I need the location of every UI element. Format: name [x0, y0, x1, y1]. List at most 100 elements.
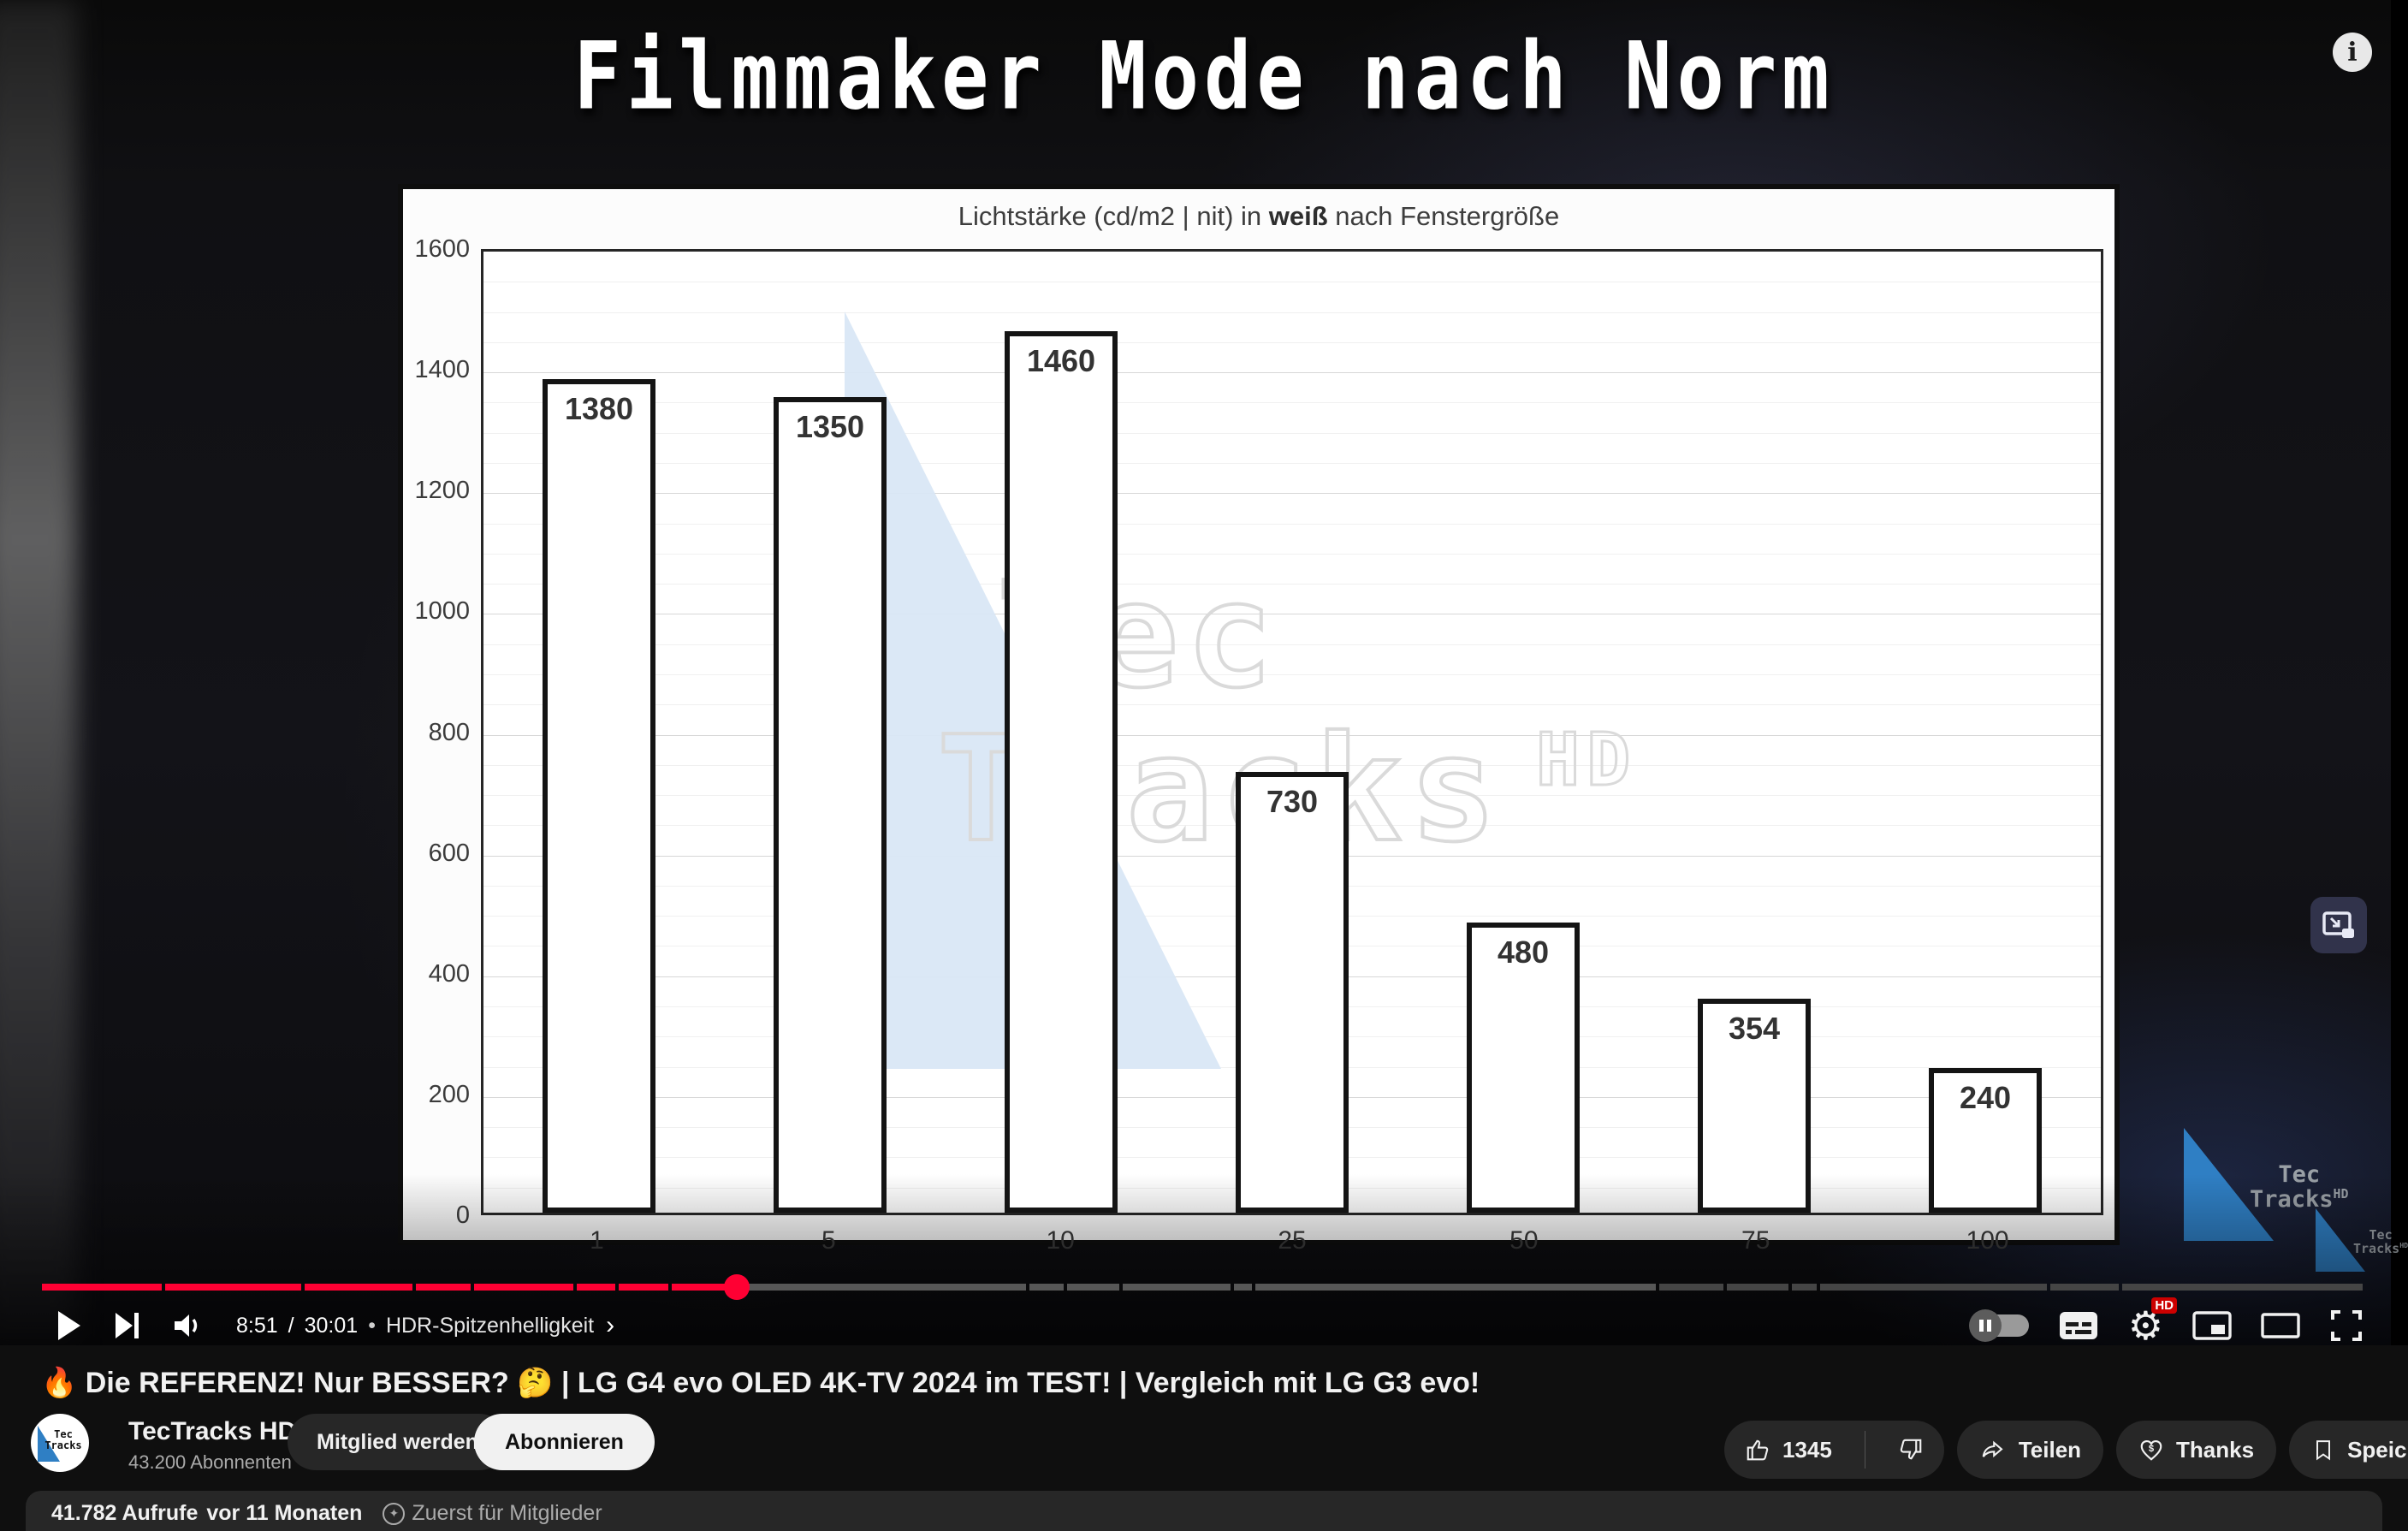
- video-player[interactable]: Filmmaker Mode nach Norm i Lichtstärke (…: [0, 0, 2408, 1345]
- gridline: [483, 554, 2101, 555]
- player-controls: 8:51 / 30:01 • HDR-Spitzenhelligkeit ›: [0, 1297, 2408, 1345]
- chapter-segment[interactable]: [416, 1284, 472, 1291]
- description-box[interactable]: 41.782 Aufrufe vor 11 Monaten ✦ Zuerst f…: [26, 1491, 2382, 1531]
- fullscreen-button[interactable]: [2329, 1308, 2364, 1343]
- shrink-to-miniplayer-button[interactable]: [2310, 897, 2367, 953]
- dislike-button[interactable]: [1877, 1421, 1944, 1479]
- chapter-segment[interactable]: [1066, 1284, 1119, 1291]
- y-tick-label: 400: [428, 960, 470, 988]
- y-tick-label: 800: [428, 719, 470, 746]
- chart-title: Lichtstärke (cd/m2 | nit) in weiß nach F…: [958, 201, 1560, 231]
- play-button[interactable]: [56, 1310, 82, 1341]
- chapter-segment[interactable]: [672, 1284, 1027, 1291]
- y-tick-label: 600: [428, 840, 470, 867]
- bar: 1350: [774, 397, 887, 1213]
- volume-button[interactable]: [173, 1311, 204, 1340]
- gridline: [483, 342, 2101, 343]
- chapter-segment[interactable]: [1254, 1284, 1657, 1291]
- subtitles-icon: [2059, 1312, 2097, 1339]
- chapter-chevron-icon[interactable]: ›: [606, 1311, 615, 1339]
- channel-avatar[interactable]: Tec Tracks: [31, 1414, 89, 1472]
- miniplayer-icon: [2192, 1311, 2232, 1340]
- next-button[interactable]: [115, 1311, 140, 1340]
- gridline: [483, 674, 2101, 675]
- next-icon: [116, 1313, 139, 1338]
- bar-slot: 1350: [715, 252, 946, 1213]
- gridline: [483, 644, 2101, 645]
- gridline: [483, 704, 2101, 705]
- members-star-icon: ✦: [383, 1502, 406, 1525]
- bar-slot: 480: [1408, 252, 1639, 1213]
- bar: 1460: [1005, 331, 1118, 1213]
- chapter-segment[interactable]: [2049, 1284, 2119, 1291]
- action-buttons: 1345 Teilen $ Thanks Speichern ⋯: [1724, 1421, 2408, 1479]
- subtitles-button[interactable]: [2058, 1310, 2099, 1341]
- bar: 730: [1236, 772, 1349, 1213]
- subscribe-button[interactable]: Abonnieren: [474, 1414, 655, 1470]
- bar-value-label: 240: [1959, 1080, 2012, 1115]
- miniplayer-shrink-icon: [2322, 911, 2354, 938]
- channel-name[interactable]: TecTracks HD: [128, 1417, 297, 1445]
- join-button[interactable]: Mitglied werden: [288, 1414, 507, 1470]
- fullscreen-icon: [2331, 1310, 2362, 1341]
- chapter-segment[interactable]: [42, 1284, 162, 1291]
- members-badge: ✦ Zuerst für Mitglieder: [383, 1501, 602, 1526]
- chapter-segment[interactable]: [1029, 1284, 1064, 1291]
- time-current: 8:51: [236, 1313, 278, 1338]
- miniplayer-button[interactable]: [2192, 1311, 2232, 1340]
- share-button[interactable]: Teilen: [1956, 1421, 2104, 1479]
- gridline: [483, 372, 2101, 373]
- gridline: [483, 402, 2101, 403]
- chapter-segment[interactable]: [1727, 1284, 1789, 1291]
- bar: 354: [1698, 999, 1811, 1213]
- chapter-segment[interactable]: [474, 1284, 573, 1291]
- chapter-segment[interactable]: [1234, 1284, 1252, 1291]
- progress-bar[interactable]: [42, 1274, 2366, 1300]
- bar-value-label: 354: [1728, 1011, 1781, 1046]
- bar-slot: 354: [1639, 252, 1870, 1213]
- channel-row: Tec Tracks TecTracks HD 43.200 Abonnenten…: [31, 1412, 2377, 1481]
- chapter-segment[interactable]: [618, 1284, 669, 1291]
- theater-mode-button[interactable]: [2261, 1313, 2300, 1338]
- chapter-segment[interactable]: [164, 1284, 301, 1291]
- heart-dollar-icon: $: [2140, 1439, 2162, 1461]
- bar-value-label: 1350: [795, 409, 865, 444]
- y-tick-label: 200: [428, 1081, 470, 1108]
- bar-value-label: 730: [1266, 784, 1319, 819]
- chapter-segment[interactable]: [1819, 1284, 2047, 1291]
- autoplay-toggle[interactable]: [1968, 1309, 2029, 1342]
- chapter-segment[interactable]: [304, 1284, 413, 1291]
- chapter-segment[interactable]: [2121, 1284, 2363, 1291]
- save-button[interactable]: Speichern: [2289, 1421, 2408, 1479]
- time-display: 8:51 / 30:01 • HDR-Spitzenhelligkeit ›: [236, 1311, 615, 1339]
- bar-value-label: 1460: [1026, 343, 1096, 378]
- settings-button[interactable]: ⚙ HD: [2128, 1297, 2177, 1345]
- gridline: [483, 765, 2101, 766]
- gridline: [483, 524, 2101, 525]
- svg-text:$: $: [2149, 1444, 2155, 1454]
- play-icon: [58, 1311, 80, 1340]
- thanks-button[interactable]: $ Thanks: [2116, 1421, 2277, 1479]
- gridline: [483, 493, 2101, 494]
- chapter-segment[interactable]: [1659, 1284, 1724, 1291]
- like-dislike-pill: 1345: [1724, 1421, 1944, 1479]
- chapter-segment[interactable]: [576, 1284, 615, 1291]
- playhead[interactable]: [724, 1274, 750, 1300]
- chapter-segment[interactable]: [1122, 1284, 1231, 1291]
- info-cards-icon[interactable]: i: [2333, 33, 2372, 72]
- like-button[interactable]: 1345: [1724, 1421, 1853, 1479]
- chapter-segment[interactable]: [1792, 1284, 1817, 1291]
- bar: 480: [1467, 923, 1580, 1213]
- bar-slot: 1380: [483, 252, 715, 1213]
- chapter-title[interactable]: HDR-Spitzenhelligkeit: [385, 1313, 595, 1338]
- subscriber-count: 43.200 Abonnenten: [128, 1451, 292, 1473]
- volume-icon: [175, 1314, 198, 1337]
- gridline: [483, 463, 2101, 464]
- y-tick-label: 1000: [414, 597, 470, 625]
- chart-panel: Lichtstärke (cd/m2 | nit) in weiß nach F…: [398, 184, 2120, 1255]
- bookmark-icon: [2316, 1440, 2331, 1461]
- y-tick-label: 1400: [414, 356, 470, 383]
- bar-slot: 1460: [946, 252, 1177, 1213]
- video-title: 🔥 Die REFERENZ! Nur BESSER? 🤔 | LG G4 ev…: [41, 1367, 1480, 1399]
